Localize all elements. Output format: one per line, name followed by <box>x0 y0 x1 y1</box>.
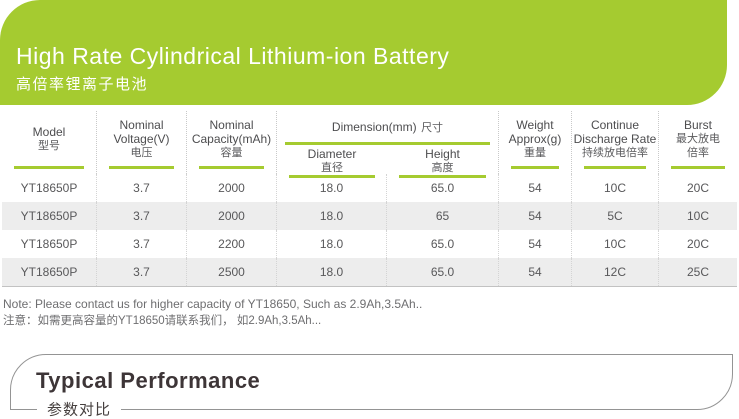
cell-burst: 10C <box>686 209 709 223</box>
header-banner: High Rate Cylindrical Lithium-ion Batter… <box>0 0 727 105</box>
column-height: Height 高度 <box>387 145 498 183</box>
battery-spec-table: Model 型号 Nominal Voltage(V) 电压 Nominal C… <box>2 111 737 287</box>
cell-capacity: 2000 <box>187 202 277 230</box>
cell-voltage: 3.7 <box>97 174 187 202</box>
table-row: YT18650P 3.7 2500 18.0 65.0 54 12C 25C <box>2 258 737 286</box>
column-discharge-rate-label: Continue Discharge Rate 持续放电倍率 <box>572 111 658 166</box>
column-capacity: Nominal Capacity(mAh) 容量 <box>187 111 277 174</box>
table-body: YT18650P 3.7 2000 18.0 65.0 54 10C 20C Y… <box>2 174 737 287</box>
column-model-label-en: Model <box>32 124 66 139</box>
table-row: YT18650P 3.7 2000 18.0 65.0 54 10C 20C <box>2 174 737 202</box>
column-voltage-label-cn: 电压 <box>130 146 153 159</box>
cell-capacity: 2000 <box>187 174 277 202</box>
column-height-label: Height 高度 <box>387 147 498 175</box>
column-height-label-en: Height <box>425 147 460 161</box>
cell-model: YT18650P <box>2 202 97 230</box>
column-burst: Burst 最大放电倍率 <box>659 111 737 174</box>
cell-diameter: 18.0 <box>277 202 387 230</box>
cell-capacity: 2500 <box>187 258 277 286</box>
column-capacity-label-en: Nominal Capacity(mAh) <box>191 117 272 146</box>
column-discharge-rate: Continue Discharge Rate 持续放电倍率 <box>572 111 659 174</box>
column-voltage-label-en: Nominal Voltage(V) <box>113 117 170 146</box>
header-underline <box>671 166 725 169</box>
column-diameter-label: Diameter 直径 <box>277 147 387 175</box>
page-subtitle-cn: 高倍率锂离子电池 <box>16 76 149 93</box>
column-diameter-label-en: Diameter <box>307 147 357 161</box>
cell-diameter: 18.0 <box>277 174 387 202</box>
cell-discharge-rate: 5C <box>572 202 659 230</box>
column-voltage: Nominal Voltage(V) 电压 <box>97 111 187 174</box>
column-dimension-label: Dimension(mm) 尺寸 <box>277 111 498 145</box>
cell-model: YT18650P <box>2 174 97 202</box>
column-capacity-label: Nominal Capacity(mAh) 容量 <box>187 111 276 166</box>
cell-burst: 20C <box>686 181 709 195</box>
page-title: High Rate Cylindrical Lithium-ion Batter… <box>16 43 450 69</box>
cell-weight: 54 <box>499 258 572 286</box>
cell-voltage: 3.7 <box>97 258 187 286</box>
typical-performance-section: Typical Performance 参数对比 <box>10 354 733 419</box>
column-model: Model 型号 <box>2 111 97 174</box>
cell-diameter: 18.0 <box>277 258 387 286</box>
table-row: YT18650P 3.7 2200 18.0 65.0 54 10C 20C <box>2 230 737 258</box>
column-burst-label: Burst 最大放电倍率 <box>659 111 737 166</box>
header-underline <box>511 166 559 169</box>
cell-model: YT18650P <box>2 258 97 286</box>
column-burst-label-en: Burst <box>683 117 712 132</box>
column-discharge-rate-label-cn: 持续放电倍率 <box>582 146 648 159</box>
dimension-group-underline <box>285 142 490 145</box>
cell-model: YT18650P <box>2 230 97 258</box>
section-subtitle-cn: 参数对比 <box>37 398 122 419</box>
column-weight-label: Weight Approx(g) 重量 <box>499 111 571 166</box>
cell-voltage: 3.7 <box>97 202 187 230</box>
column-weight: Weight Approx(g) 重量 <box>499 111 572 174</box>
cell-height: 65.0 <box>387 230 499 258</box>
cell-voltage: 3.7 <box>97 230 187 258</box>
column-height-label-cn: 高度 <box>431 162 454 174</box>
column-capacity-label-cn: 容量 <box>220 146 243 159</box>
cell-burst: 25C <box>686 265 709 279</box>
cell-diameter: 18.0 <box>277 230 387 258</box>
column-diameter: Diameter 直径 <box>277 145 387 183</box>
cell-burst: 20C <box>686 237 709 251</box>
column-dimension-label-cn: 尺寸 <box>421 122 444 134</box>
column-model-label-cn: 型号 <box>38 139 60 152</box>
cell-height: 65.0 <box>387 258 499 286</box>
section-title: Typical Performance <box>36 368 261 393</box>
note-block: Note: Please contact us for higher capac… <box>3 296 739 330</box>
column-weight-label-en: Weight Approx(g) <box>508 117 562 146</box>
column-weight-label-cn: 重量 <box>524 146 546 159</box>
cell-discharge-rate: 10C <box>572 174 659 202</box>
header-underline <box>109 166 174 169</box>
cell-capacity: 2200 <box>187 230 277 258</box>
column-dimension-group: Dimension(mm) 尺寸 Diameter 直径 Height 高度 <box>277 111 499 178</box>
table-header: Model 型号 Nominal Voltage(V) 电压 Nominal C… <box>2 111 737 178</box>
cell-discharge-rate: 12C <box>572 258 659 286</box>
header-underline <box>14 166 84 169</box>
cell-weight: 54 <box>499 174 572 202</box>
note-text-cn: 注意：如需更高容量的YT18650请联系我们， 如2.9Ah,3.5Ah... <box>3 315 322 327</box>
cell-weight: 54 <box>499 202 572 230</box>
header-underline <box>289 175 375 178</box>
header-underline <box>199 166 264 169</box>
cell-discharge-rate: 10C <box>572 230 659 258</box>
column-diameter-label-cn: 直径 <box>321 162 343 174</box>
column-dimension-label-en: Dimension(mm) <box>331 120 417 134</box>
header-underline <box>584 166 646 169</box>
cell-height: 65.0 <box>387 174 499 202</box>
header-underline <box>399 175 486 178</box>
cell-weight: 54 <box>499 230 572 258</box>
column-discharge-rate-label-en: Continue Discharge Rate <box>573 117 657 146</box>
note-text-en: Note: Please contact us for higher capac… <box>3 297 423 311</box>
column-burst-label-cn: 最大放电倍率 <box>676 132 720 159</box>
cell-height: 65 <box>387 202 499 230</box>
table-row: YT18650P 3.7 2000 18.0 65 54 5C 10C <box>2 202 737 230</box>
column-voltage-label: Nominal Voltage(V) 电压 <box>97 111 186 166</box>
dimension-subcolumns: Diameter 直径 Height 高度 <box>277 145 498 183</box>
column-model-label: Model 型号 <box>2 111 96 166</box>
